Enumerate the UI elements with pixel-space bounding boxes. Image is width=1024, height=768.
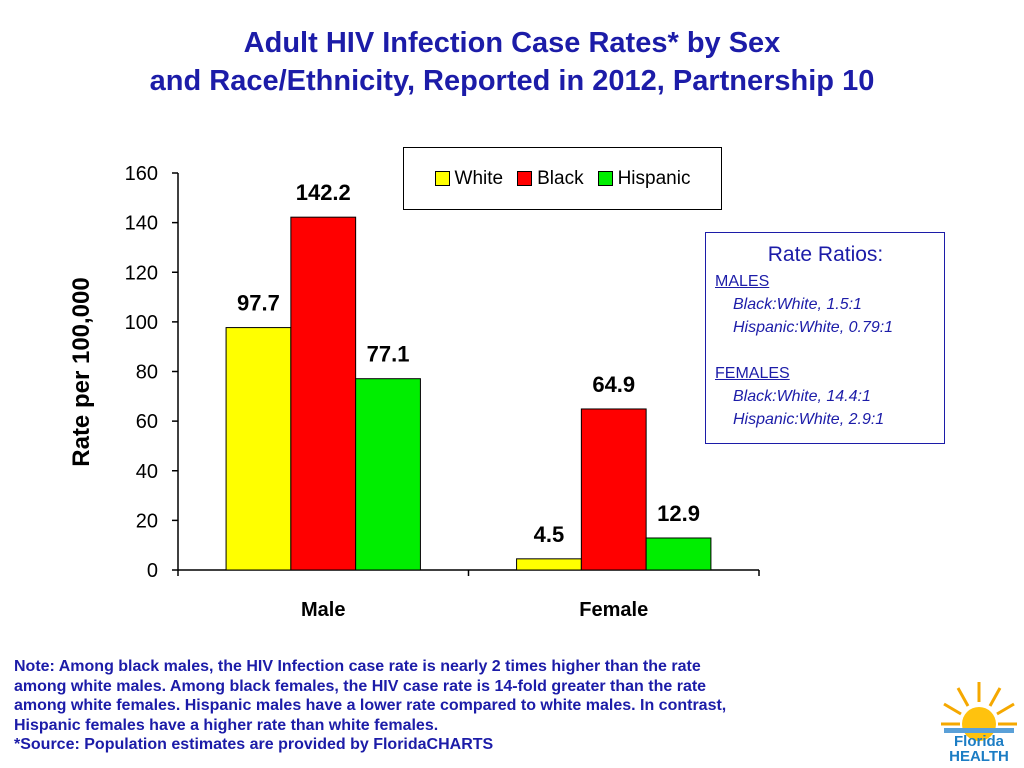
y-tick-label: 100 — [125, 312, 158, 334]
y-tick-label: 80 — [136, 362, 158, 384]
legend-label-white: White — [454, 167, 504, 189]
y-tick-label: 160 — [125, 163, 158, 185]
x-tick-label: Male — [301, 599, 345, 621]
chart-title-line2: and Race/Ethnicity, Reported in 2012, Pa… — [149, 65, 875, 97]
y-axis-label: Rate per 100,000 — [68, 277, 95, 467]
legend: White Black Hispanic — [403, 147, 722, 210]
bar-black-male — [290, 216, 357, 571]
footnote-line1: Note: Among black males, the HIV Infecti… — [14, 658, 701, 675]
florida-health-logo: Florida HEALTH — [940, 680, 1018, 764]
data-label: 12.9 — [657, 501, 700, 526]
males-black-ratio: Black:White, 1.5:1 — [733, 296, 862, 313]
legend-swatch-hispanic — [597, 171, 613, 186]
spacer — [715, 339, 936, 362]
source-line: *Source: Population estimates are provid… — [14, 736, 494, 753]
rate-ratios-box: Rate Ratios: MALES Black:White, 1.5:1 Hi… — [705, 232, 945, 444]
footnote-line4: Hispanic females have a higher rate than… — [14, 716, 439, 734]
data-label: 64.9 — [592, 372, 635, 397]
chart-title: Adult HIV Infection Case Rates* by Sex a… — [0, 24, 1024, 100]
males-heading: MALES — [715, 273, 770, 290]
females-black-ratio: Black:White, 14.4:1 — [733, 388, 871, 405]
x-tick-label: Female — [579, 599, 648, 621]
y-tick-label: 40 — [136, 461, 158, 483]
legend-swatch-white — [434, 171, 450, 186]
legend-swatch-black — [517, 171, 533, 186]
bar-hispanic-female — [645, 537, 712, 571]
bar-white-male — [225, 327, 292, 571]
y-tick-label: 140 — [125, 213, 158, 235]
bar-white-female — [516, 558, 582, 571]
y-tick-label: 120 — [125, 262, 158, 284]
females-heading: FEMALES — [715, 365, 790, 382]
rate-ratios-title: Rate Ratios: — [767, 243, 884, 266]
data-label: 97.7 — [237, 291, 280, 316]
logo-text-health: HEALTH — [949, 748, 1009, 764]
data-label: 4.5 — [534, 522, 565, 547]
legend-label-hispanic: Hispanic — [617, 167, 691, 189]
males-hispanic-ratio: Hispanic:White, 0.79:1 — [733, 319, 894, 336]
y-tick-label: 60 — [136, 411, 158, 433]
legend-item-black: Black — [517, 167, 584, 190]
legend-item-hispanic: Hispanic — [597, 167, 691, 190]
data-label: 142.2 — [296, 180, 351, 205]
legend-label-black: Black — [537, 167, 584, 189]
sun-icon — [941, 682, 1017, 741]
footnote: Note: Among black males, the HIV Infecti… — [14, 657, 934, 755]
y-tick-label: 0 — [147, 560, 158, 582]
bar-hispanic-male — [355, 378, 421, 571]
logo-text-florida: Florida — [954, 733, 1005, 750]
bar-black-female — [580, 408, 647, 571]
footnote-line2: among white males. Among black females, … — [14, 677, 707, 695]
legend-item-white: White — [434, 167, 504, 190]
females-hispanic-ratio: Hispanic:White, 2.9:1 — [733, 411, 885, 428]
y-tick-label: 20 — [136, 510, 158, 532]
chart-title-line1: Adult HIV Infection Case Rates* by Sex — [243, 27, 781, 59]
footnote-line3: among white females. Hispanic males have… — [14, 697, 727, 714]
data-label: 77.1 — [367, 342, 410, 367]
